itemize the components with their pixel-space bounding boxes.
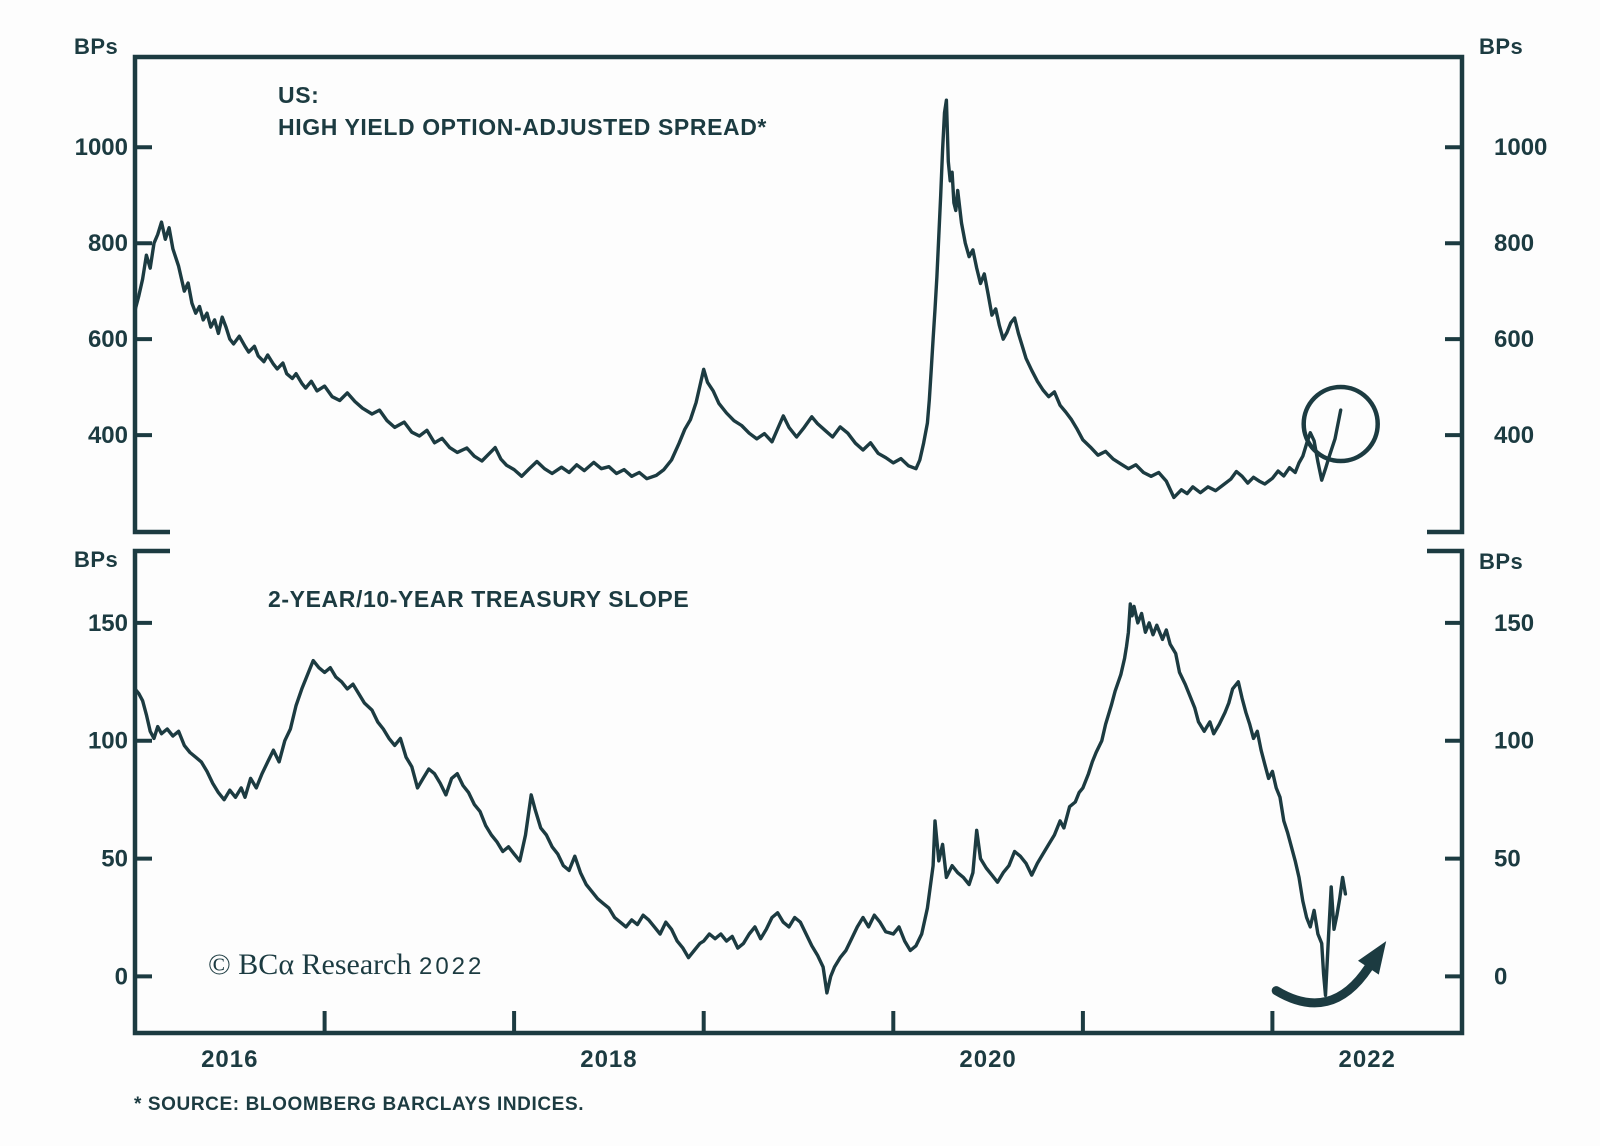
y-tick-label-right: 1000: [1494, 134, 1547, 161]
bottom-panel-frame: [132, 548, 1465, 1036]
data-series-lines: [133, 98, 1348, 997]
y-tick-label-right: 400: [1494, 422, 1534, 449]
y-tick-label-left: 100: [88, 728, 128, 755]
y-tick-label-right: 100: [1494, 728, 1534, 755]
y-tick-label-left: 150: [88, 610, 128, 637]
top-panel-title: US: HIGH YIELD OPTION-ADJUSTED SPREAD*: [278, 84, 767, 148]
bottom-left-unit-label: BPs: [74, 547, 119, 572]
top-left-unit-label: BPs: [74, 34, 119, 59]
y-tick-label-left: 50: [101, 846, 128, 873]
year-label-2020: 2020: [959, 1046, 1017, 1073]
y-tick-label-right: 600: [1494, 326, 1534, 353]
y-tick-label-left: 1000: [75, 134, 128, 161]
copyright-note: © BCα Research 2022: [208, 950, 484, 980]
highlight-circle-annotation: [1301, 384, 1380, 464]
axes-frames: [132, 54, 1465, 1036]
y-tick-label-left: 800: [88, 230, 128, 257]
y-tick-label-left: 400: [88, 422, 128, 449]
copyright-text: © BCα Research: [208, 948, 412, 981]
y-tick-label-right: 800: [1494, 230, 1534, 257]
copyright-year: 2022: [418, 953, 485, 980]
y-tick-label-right: 50: [1494, 846, 1521, 873]
y-tick-label-right: 0: [1494, 963, 1507, 990]
axis-ticks: [133, 145, 1462, 1033]
year-label-2022: 2022: [1338, 1046, 1396, 1073]
y-tick-label-left: 0: [115, 963, 128, 990]
year-label-2018: 2018: [580, 1046, 638, 1073]
y-tick-label-right: 150: [1494, 610, 1534, 637]
top-panel-title-line1: US:: [278, 82, 320, 108]
treasury_2s10s_slope_bps-line: [133, 602, 1348, 997]
hand-annotations: [1271, 384, 1387, 1008]
upturn-arrow-shaft: [1271, 963, 1373, 1008]
top-panel-frame: [132, 54, 1465, 535]
top-right-unit-label: BPs: [1479, 34, 1524, 59]
y-tick-label-left: 600: [88, 326, 128, 353]
axis-tick-labels: 400 400 600 600 800 800 1000 1000 0 0 50 50 100 100 15…: [75, 134, 1548, 990]
upturn-arrow-head: [1358, 941, 1387, 975]
year-label-2016: 2016: [201, 1046, 259, 1073]
bottom-right-unit-label: BPs: [1479, 549, 1524, 574]
bottom-panel-title: 2-YEAR/10-YEAR TREASURY SLOPE: [268, 586, 690, 612]
source-note: * SOURCE: BLOOMBERG BARCLAYS INDICES.: [134, 1094, 585, 1115]
top-panel-title-line2: HIGH YIELD OPTION-ADJUSTED SPREAD*: [278, 114, 767, 140]
hy_oas_bps-line: [133, 98, 1343, 500]
